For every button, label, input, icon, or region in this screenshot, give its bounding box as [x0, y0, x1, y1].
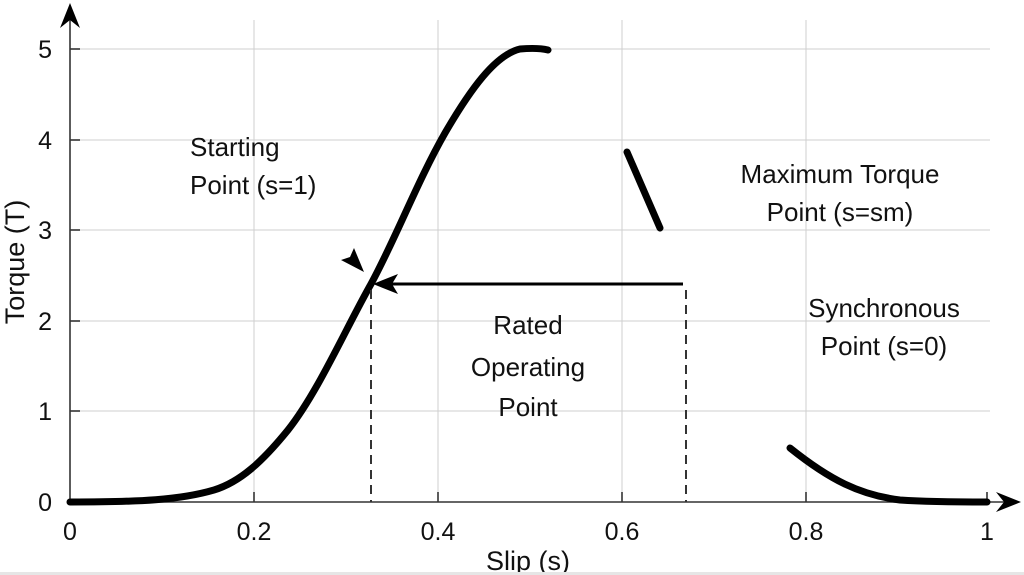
x-axis-arrow-icon: [996, 492, 1021, 512]
curve-descending-fragment: [623, 148, 664, 232]
svg-text:Maximum Torque: Maximum Torque: [741, 159, 940, 189]
svg-text:Synchronous: Synchronous: [808, 293, 960, 323]
annotation-synchronous: Synchronous Point (s=0): [808, 293, 960, 361]
bottom-divider: [0, 572, 1024, 575]
svg-text:Point: Point: [498, 392, 558, 422]
svg-text:Rated: Rated: [493, 310, 562, 340]
annotation-starting-point: Starting Point (s=1): [190, 132, 316, 200]
svg-text:Point (s=sm): Point (s=sm): [767, 197, 914, 227]
annotation-rated-operating: Rated Operating Point: [471, 310, 585, 422]
y-tick-labels: 5 4 3 2 1 0: [38, 36, 52, 517]
starting-point-arrow-icon: [341, 248, 364, 272]
x-tick-1: 1: [980, 518, 994, 546]
x-tick-0.4: 0.4: [421, 518, 456, 546]
x-tick-0.6: 0.6: [605, 518, 640, 546]
y-axis-title: Torque (T): [0, 200, 30, 325]
svg-text:Starting: Starting: [190, 132, 280, 162]
y-tick-5: 5: [38, 36, 52, 64]
y-tick-0: 0: [38, 489, 52, 517]
svg-text:Operating: Operating: [471, 352, 585, 382]
x-tick-0.2: 0.2: [237, 518, 272, 546]
y-tick-3: 3: [38, 217, 52, 245]
annotation-max-torque: Maximum Torque Point (s=sm): [741, 159, 940, 227]
x-tick-labels: 0 0.2 0.4 0.6 0.8 1: [63, 518, 994, 546]
x-axis-title: Slip (s): [486, 546, 570, 575]
rated-operating-markers: [341, 248, 687, 502]
curve-tail-segment: [786, 444, 991, 506]
svg-text:Point (s=1): Point (s=1): [190, 170, 316, 200]
curve-rising-segment: [66, 44, 552, 506]
y-tick-1: 1: [38, 398, 52, 426]
y-tick-2: 2: [38, 308, 52, 336]
axes: [60, 3, 1021, 512]
gridlines: [70, 20, 990, 502]
torque-curve: [66, 44, 991, 506]
x-tick-0.8: 0.8: [789, 518, 824, 546]
svg-text:Point (s=0): Point (s=0): [821, 331, 947, 361]
x-tick-0: 0: [63, 518, 77, 546]
y-axis-arrow-icon: [60, 3, 80, 28]
y-tick-4: 4: [38, 127, 52, 155]
rated-arrow-head-icon: [373, 274, 398, 294]
